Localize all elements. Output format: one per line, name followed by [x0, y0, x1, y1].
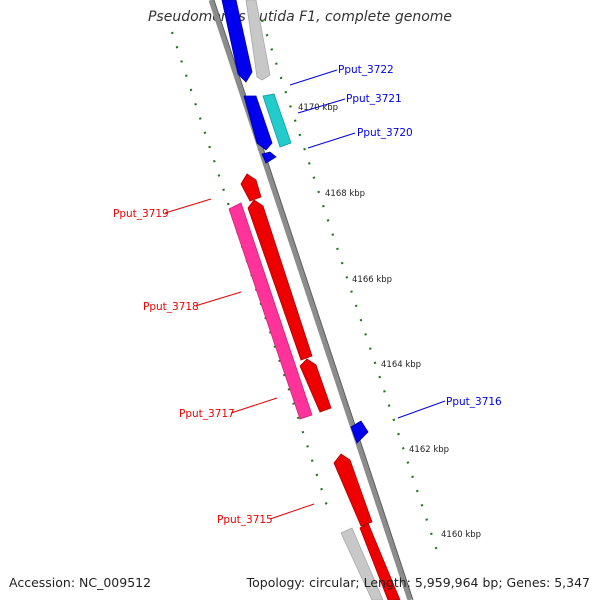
gene-grey-bottom[interactable] [340, 527, 384, 600]
genome-backbone [208, 0, 413, 600]
tick-label-4168: 4168 kbp [325, 189, 365, 199]
gene-pput-3715[interactable] [333, 453, 373, 527]
gene-pput-3720[interactable] [261, 151, 277, 164]
map-title: Pseudomonas putida F1, complete genome [147, 9, 453, 25]
callout-pput-3722 [289, 69, 338, 86]
genome-summary-text: Topology: circular; Length: 5,959,964 bp… [246, 575, 590, 590]
gene-pput-3719[interactable] [240, 173, 262, 202]
accession-text: Accession: NC_009512 [9, 575, 152, 590]
callout-pput-3718 [194, 291, 242, 307]
callout-pput-3717 [230, 397, 278, 414]
gene-grey-top[interactable] [245, 0, 271, 81]
callout-pput-3720 [307, 132, 356, 149]
genome-backbone-shadow [213, 0, 414, 600]
tick-label-4160: 4160 kbp [441, 530, 481, 540]
gene-pput-3717[interactable] [299, 358, 332, 413]
callout-pput-3719 [164, 198, 212, 214]
gene-pput-3718[interactable] [247, 199, 313, 361]
gene-pput-3722[interactable] [221, 0, 253, 83]
gene-label-pput-3718[interactable]: Pput_3718 [143, 301, 199, 313]
tick-label-4166: 4166 kbp [352, 275, 392, 285]
gene-pink[interactable] [228, 202, 313, 420]
gene-label-pput-3716[interactable]: Pput_3716 [446, 396, 502, 408]
gene-red-bottom[interactable] [359, 522, 401, 600]
gene-pput-3716[interactable] [350, 420, 369, 444]
tick-label-4170: 4170 kbp [298, 103, 338, 113]
gene-label-pput-3719[interactable]: Pput_3719 [113, 208, 169, 220]
gene-label-pput-3722[interactable]: Pput_3722 [338, 64, 394, 76]
gene-label-pput-3715[interactable]: Pput_3715 [217, 514, 273, 526]
callout-pput-3715 [269, 503, 315, 520]
gene-pput-3721-cyan[interactable] [262, 93, 292, 148]
tick-label-4164: 4164 kbp [381, 360, 421, 370]
gene-label-pput-3720[interactable]: Pput_3720 [357, 127, 413, 139]
gene-label-pput-3717[interactable]: Pput_3717 [179, 408, 235, 420]
gene-label-pput-3721[interactable]: Pput_3721 [346, 93, 402, 105]
callout-pput-3721 [297, 98, 346, 114]
gene-pput-3721[interactable] [243, 95, 273, 151]
callout-pput-3716 [397, 400, 446, 419]
tick-label-4162: 4162 kbp [409, 445, 449, 455]
